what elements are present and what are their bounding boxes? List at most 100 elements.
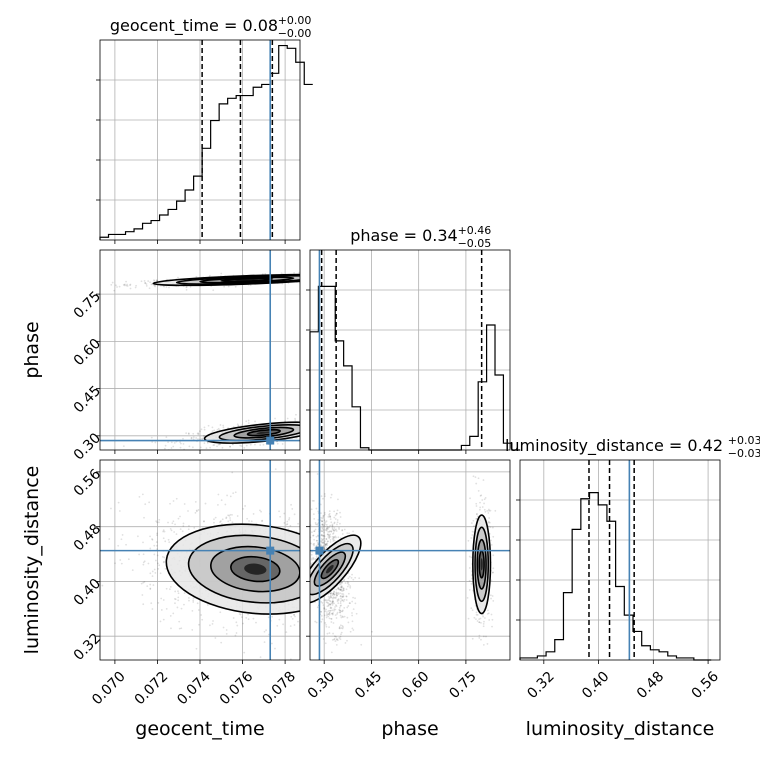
sample-point <box>322 535 325 538</box>
sample-point <box>492 567 495 570</box>
sample-point <box>162 561 165 564</box>
sample-point <box>153 544 156 547</box>
sample-point <box>170 447 173 449</box>
sample-point <box>342 588 345 591</box>
sample-point <box>328 515 331 518</box>
sample-point <box>352 587 354 589</box>
sample-point <box>263 630 266 633</box>
sample-point <box>479 506 482 509</box>
sample-point <box>332 535 335 538</box>
sample-point <box>307 623 309 625</box>
sample-point <box>335 512 338 515</box>
sample-point <box>170 529 173 532</box>
sample-point <box>221 522 223 525</box>
sample-point <box>229 519 232 522</box>
histogram-bar <box>598 505 607 660</box>
sample-point <box>348 276 350 278</box>
sample-point <box>331 524 334 527</box>
sample-point <box>323 513 326 516</box>
sample-point <box>150 436 153 439</box>
sample-point <box>291 508 294 510</box>
sample-point <box>145 284 148 287</box>
truth-marker <box>315 546 324 555</box>
sample-point <box>468 579 471 582</box>
sample-point <box>324 544 327 547</box>
sample-point <box>342 593 345 596</box>
sample-point <box>354 589 356 591</box>
sample-point <box>331 639 334 641</box>
sample-point <box>308 585 310 587</box>
sample-point <box>290 615 293 618</box>
sample-point <box>331 600 334 603</box>
sample-point <box>240 616 243 619</box>
sample-point <box>151 441 154 443</box>
sample-point <box>342 587 345 590</box>
histogram-bar <box>168 209 177 240</box>
sample-point <box>321 539 324 541</box>
sample-point <box>211 622 214 625</box>
sample-point <box>214 516 217 519</box>
sample-point <box>336 638 338 640</box>
sample-point <box>147 562 150 565</box>
histogram-bar <box>470 436 478 450</box>
sample-point <box>364 425 366 427</box>
density-contour <box>320 558 340 580</box>
sample-point <box>305 428 307 430</box>
sample-point <box>260 510 262 513</box>
sample-point <box>149 535 151 538</box>
sample-point <box>332 593 335 595</box>
sample-point <box>276 624 279 627</box>
y-tick-label: 0.56 <box>71 466 104 499</box>
histogram-bar <box>344 366 352 450</box>
sample-point <box>203 428 206 431</box>
sample-point <box>347 577 350 580</box>
sample-point <box>348 602 351 605</box>
sample-point <box>339 614 342 617</box>
sample-point <box>332 592 335 595</box>
sample-point <box>360 643 363 646</box>
sample-point <box>339 605 342 607</box>
sample-point <box>301 598 303 600</box>
sample-point <box>221 446 224 449</box>
sample-point <box>245 420 248 423</box>
sample-point <box>341 529 344 532</box>
sample-point <box>169 585 172 588</box>
sample-point <box>175 497 178 500</box>
sample-point <box>220 272 223 275</box>
sample-point <box>381 570 383 572</box>
sample-point <box>343 500 345 502</box>
sample-point <box>300 569 302 571</box>
sample-point <box>141 594 144 596</box>
sample-point <box>147 280 150 282</box>
sample-point <box>149 572 152 575</box>
sample-point <box>328 599 330 601</box>
x-tick-label: 0.070 <box>89 669 129 709</box>
x-tick-label: 0.30 <box>305 669 338 702</box>
sample-point <box>164 540 167 543</box>
sample-point <box>305 435 307 437</box>
sample-point <box>304 568 306 570</box>
sample-point <box>401 584 403 586</box>
sample-point <box>324 540 326 543</box>
sample-point <box>322 531 325 534</box>
x-tick-label: 0.32 <box>524 669 557 702</box>
sample-point <box>307 437 309 439</box>
sample-point <box>247 613 249 616</box>
sample-point <box>336 598 339 601</box>
sample-point <box>345 595 348 598</box>
sample-point <box>335 593 338 596</box>
sample-point <box>320 541 323 544</box>
truth-marker <box>266 436 275 445</box>
sample-point <box>338 274 340 276</box>
sample-point <box>254 420 256 423</box>
sample-point <box>306 597 308 599</box>
sample-point <box>180 607 183 610</box>
sample-point <box>331 601 334 604</box>
panel-title: luminosity_distance = 0.42 <box>505 436 723 456</box>
sample-point <box>313 278 315 280</box>
sample-point <box>328 609 331 612</box>
sample-point <box>330 596 333 599</box>
sample-point <box>347 592 350 595</box>
sample-point <box>330 607 333 609</box>
sample-point <box>347 605 350 607</box>
